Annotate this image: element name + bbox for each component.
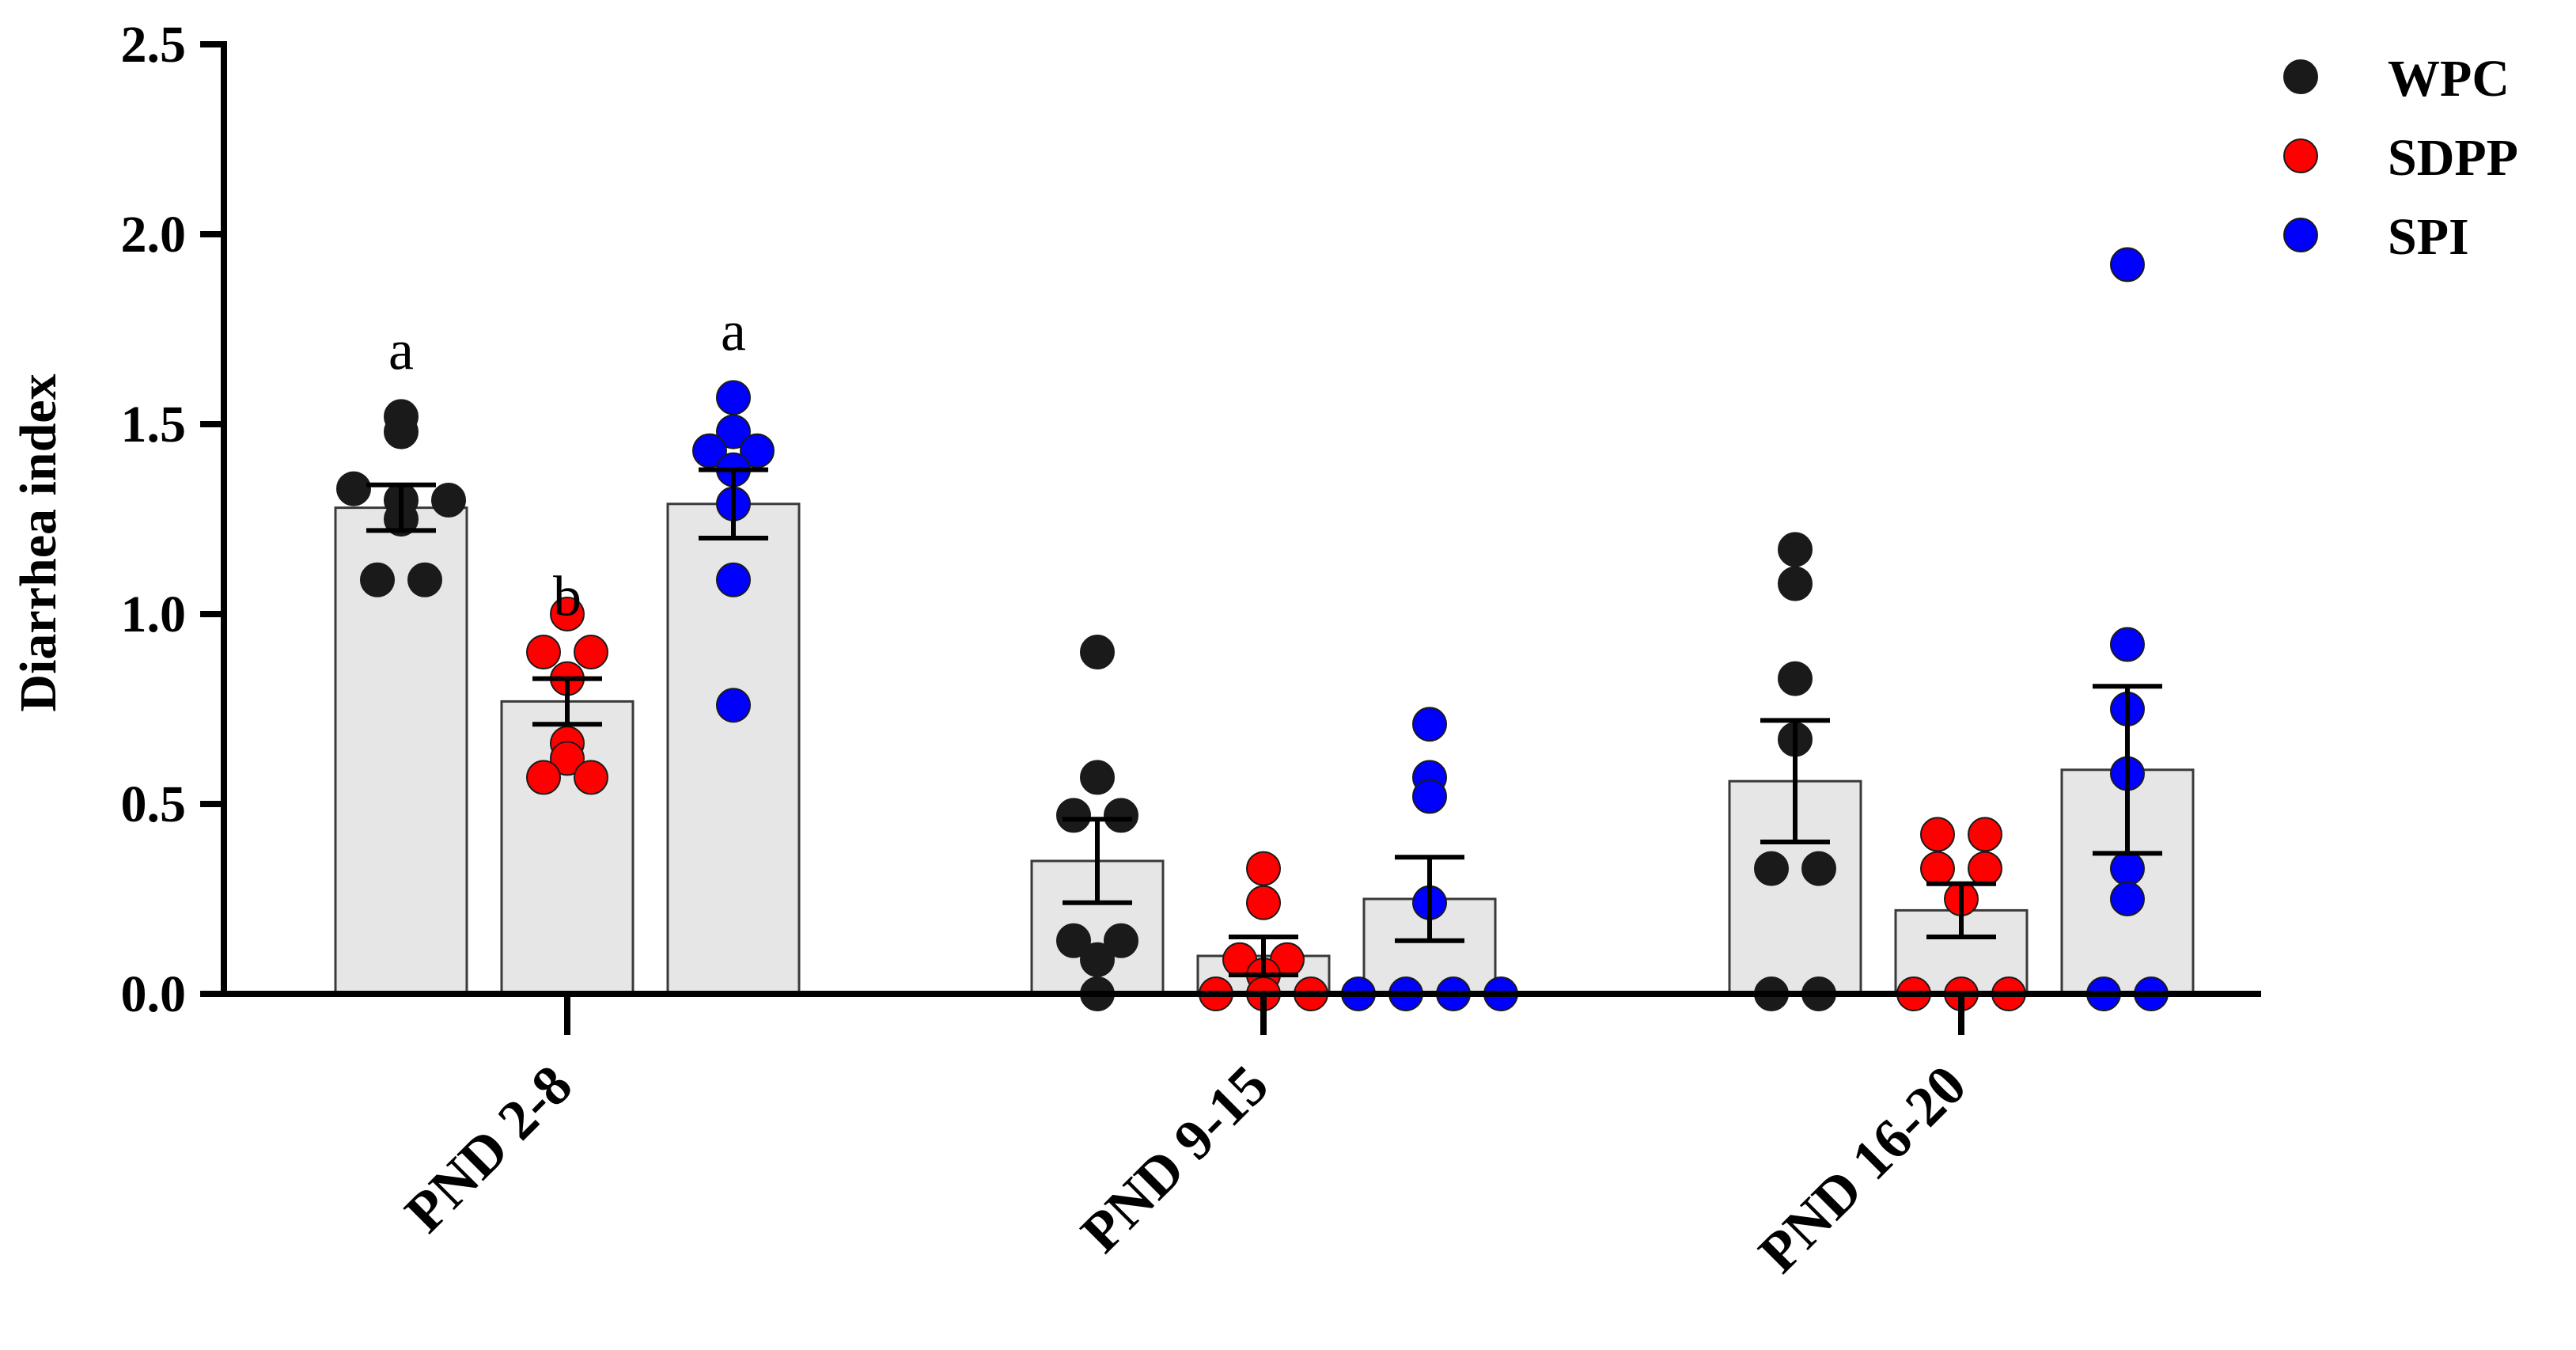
point-wpc-1 xyxy=(360,562,395,597)
legend-marker-spi xyxy=(2283,218,2318,252)
y-tick-label: 1.0 xyxy=(121,586,187,643)
bars-layer xyxy=(334,502,2195,995)
point-sdpp-1 xyxy=(574,635,608,669)
point-sdpp-3 xyxy=(1968,817,2002,852)
point-spi-3 xyxy=(2110,882,2145,916)
y-tick-label: 2.0 xyxy=(121,206,187,264)
point-wpc-2 xyxy=(1056,923,1091,958)
x-tick-label: PND 16-20 xyxy=(1747,1053,1979,1285)
point-wpc-2 xyxy=(1080,942,1115,977)
point-sdpp-2 xyxy=(1246,885,1281,920)
x-tick-label: PND 2-8 xyxy=(393,1053,585,1245)
point-wpc-2 xyxy=(1056,798,1091,833)
point-wpc-2 xyxy=(1080,760,1115,795)
point-sdpp-3 xyxy=(1920,817,1955,852)
legend-label-sdpp: SDPP xyxy=(2388,129,2518,187)
legend-marker-wpc xyxy=(2283,59,2318,94)
y-tick-label: 0.5 xyxy=(121,775,187,833)
significance-letter: a xyxy=(721,299,746,362)
point-wpc-1 xyxy=(336,471,371,506)
point-spi-2 xyxy=(1412,779,1447,814)
point-wpc-2 xyxy=(1104,923,1138,958)
point-wpc-1 xyxy=(384,414,419,449)
point-spi-3 xyxy=(2110,851,2145,886)
point-spi-3 xyxy=(2110,247,2145,283)
point-wpc-3 xyxy=(1778,566,1813,601)
legend-label-spi: SPI xyxy=(2388,208,2469,266)
y-tick-label: 2.5 xyxy=(121,16,187,74)
point-wpc-3 xyxy=(1778,661,1813,696)
axes-layer xyxy=(200,41,2261,1035)
point-sdpp-1 xyxy=(526,760,561,795)
labels-layer: 0.0 0.5 1.0 1.5 2.0 2.5 PND 2-8 PND 9-15 PND 16-… xyxy=(9,16,1978,1284)
significance-letter: a xyxy=(388,318,414,381)
point-sdpp-1 xyxy=(550,741,585,776)
x-tick-label: PND 9-15 xyxy=(1069,1053,1280,1265)
point-spi-1 xyxy=(716,414,751,449)
legend: WPC SDPP SPI xyxy=(2283,50,2518,266)
point-wpc-1 xyxy=(431,483,466,518)
point-wpc-3 xyxy=(1754,851,1789,886)
point-sdpp-3 xyxy=(1920,851,1955,886)
point-sdpp-1 xyxy=(550,597,585,631)
error-bars-layer xyxy=(366,467,2162,977)
legend-marker-sdpp xyxy=(2283,138,2318,173)
point-spi-2 xyxy=(1412,707,1447,742)
point-spi-1 xyxy=(716,562,751,597)
legend-label-wpc: WPC xyxy=(2388,50,2510,108)
point-spi-1 xyxy=(716,380,751,415)
y-tick-label: 1.5 xyxy=(121,396,187,453)
point-sdpp-3 xyxy=(1968,851,2002,886)
bar-wpc-1 xyxy=(334,506,468,995)
point-sdpp-2 xyxy=(1246,851,1281,886)
point-wpc-3 xyxy=(1778,532,1813,567)
point-spi-1 xyxy=(716,688,751,723)
point-wpc-2 xyxy=(1104,798,1138,833)
y-tick-label: 0.0 xyxy=(121,965,187,1023)
point-wpc-2 xyxy=(1080,635,1115,669)
point-wpc-3 xyxy=(1801,851,1836,886)
point-wpc-1 xyxy=(407,562,442,597)
point-sdpp-1 xyxy=(574,760,608,795)
y-axis-title: Diarrhea index xyxy=(9,374,67,711)
point-sdpp-1 xyxy=(526,635,561,669)
point-spi-3 xyxy=(2110,627,2145,662)
significance-letter: b xyxy=(553,565,581,628)
